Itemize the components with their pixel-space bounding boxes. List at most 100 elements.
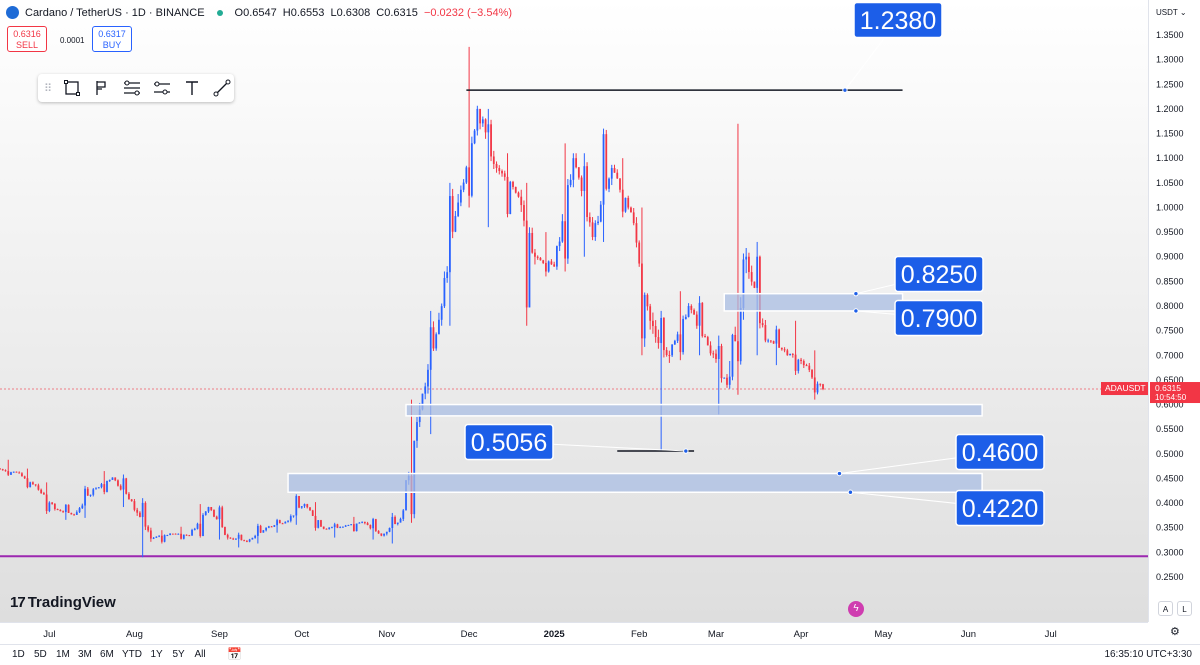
candle [783,347,786,353]
candle [185,534,188,536]
candle [188,534,191,537]
time-tick-label: Jul [1045,629,1057,640]
buy-button[interactable]: 0.6317 BUY [92,26,132,52]
lightning-event-icon[interactable]: ϟ [848,601,864,617]
candle [811,369,813,379]
sell-button[interactable]: 0.6316 SELL [7,26,47,52]
ticker-label: ADAUSDT [1105,383,1146,393]
candle [273,524,276,527]
candle [180,526,182,540]
candle [816,381,819,395]
candle [621,158,624,218]
candle [363,521,366,525]
candle [265,527,268,532]
candle [12,471,15,473]
candle [627,195,630,210]
callout-low-anchor [683,448,689,454]
candle [56,508,59,511]
candle [270,525,273,528]
clock[interactable]: 16:35:10 UTC+3:30 [1104,649,1192,660]
timeframe-3m[interactable]: 3M [78,649,92,660]
trend-line-icon[interactable] [211,78,232,99]
parallel-channel-icon[interactable] [151,78,172,99]
gear-icon[interactable]: ⚙ [1170,626,1180,638]
time-axis[interactable]: Jul Aug Sep Oct Nov Dec 2025 Feb Mar Apr May Jun Jul [0,622,1148,645]
candle [523,200,525,227]
candle [139,511,141,518]
candle [786,348,789,356]
price-tick-label: 0.9000 [1156,252,1184,262]
candle [259,524,262,534]
candle [780,347,783,351]
symbol-title[interactable]: Cardano / TetherUS · 1D · BINANCE [25,6,205,19]
price-tick-label: 1.0500 [1156,178,1184,188]
timeframe-6m[interactable]: 6M [100,649,114,660]
tradingview-logo[interactable]: 17 TradingView [10,594,116,611]
price-tick-label: 0.4000 [1156,498,1184,508]
candle [613,164,616,173]
text-icon[interactable] [181,78,202,99]
candle [794,320,797,375]
candle [610,164,613,186]
candle [18,471,21,474]
currency-selector[interactable]: USDT ⌄ [1156,8,1187,17]
long-position-icon[interactable] [91,78,112,99]
zone-upper [723,292,904,312]
candle [394,515,396,525]
close-value: C0.6315 [376,6,418,19]
candle [575,153,578,169]
candle [712,350,715,359]
timeframe-5d[interactable]: 5D [34,649,47,660]
candle [174,533,177,535]
candle [638,240,641,267]
candle [92,488,95,497]
price-tick-label: 1.2500 [1156,79,1184,89]
candle [454,210,457,233]
candle [561,214,564,243]
candle [470,136,473,198]
candle [78,507,81,514]
countdown-value: 10:54:50 [1155,393,1187,402]
candle [40,488,43,494]
log-scale-button[interactable]: L [1177,601,1192,616]
timeframe-5y[interactable]: 5Y [172,649,185,660]
candle [251,537,254,540]
candle [84,485,86,518]
candle [1,468,4,471]
auto-scale-button[interactable]: A [1158,601,1173,616]
fib-retracement-icon[interactable] [121,78,142,99]
candle [391,512,394,544]
candle [221,505,224,528]
price-chart[interactable]: 1.2380 0.8250 0.7900 0.5056 0.4600 0.4220 ADA… [0,0,1148,622]
candle [73,513,75,516]
price-axis[interactable]: 1.3500 1.3000 1.2500 1.2000 1.1500 1.1000 1.05… [1148,0,1200,622]
candle [278,519,281,524]
timeframe-ytd[interactable]: YTD [122,649,142,660]
candle [314,502,317,531]
timeframe-1d[interactable]: 1D [12,649,25,660]
candle [706,335,709,346]
candle [287,520,289,523]
candle [218,505,221,540]
candle [520,189,523,212]
candle [0,468,1,470]
candle [306,503,309,509]
timeframe-1m[interactable]: 1M [56,649,70,660]
candle [224,526,226,536]
candle [484,118,487,139]
candle [410,399,413,523]
date-range-icon[interactable]: 📅 [227,647,242,661]
candle [70,512,73,515]
spread-value: 0.0001 [60,36,85,45]
rectangle-icon[interactable] [61,78,82,99]
candle [226,533,229,540]
time-tick-label: Jun [961,629,976,640]
grip-icon[interactable]: ⠿ [43,82,53,95]
timeframe-all[interactable]: All [194,649,206,660]
tradingview-mark-icon: 17 [10,594,26,611]
chart-area[interactable]: 1.2380 0.8250 0.7900 0.5056 0.4600 0.4220 ADA… [0,0,1148,622]
candle [731,333,734,381]
candle [385,531,388,536]
timeframe-1y[interactable]: 1Y [150,649,163,660]
